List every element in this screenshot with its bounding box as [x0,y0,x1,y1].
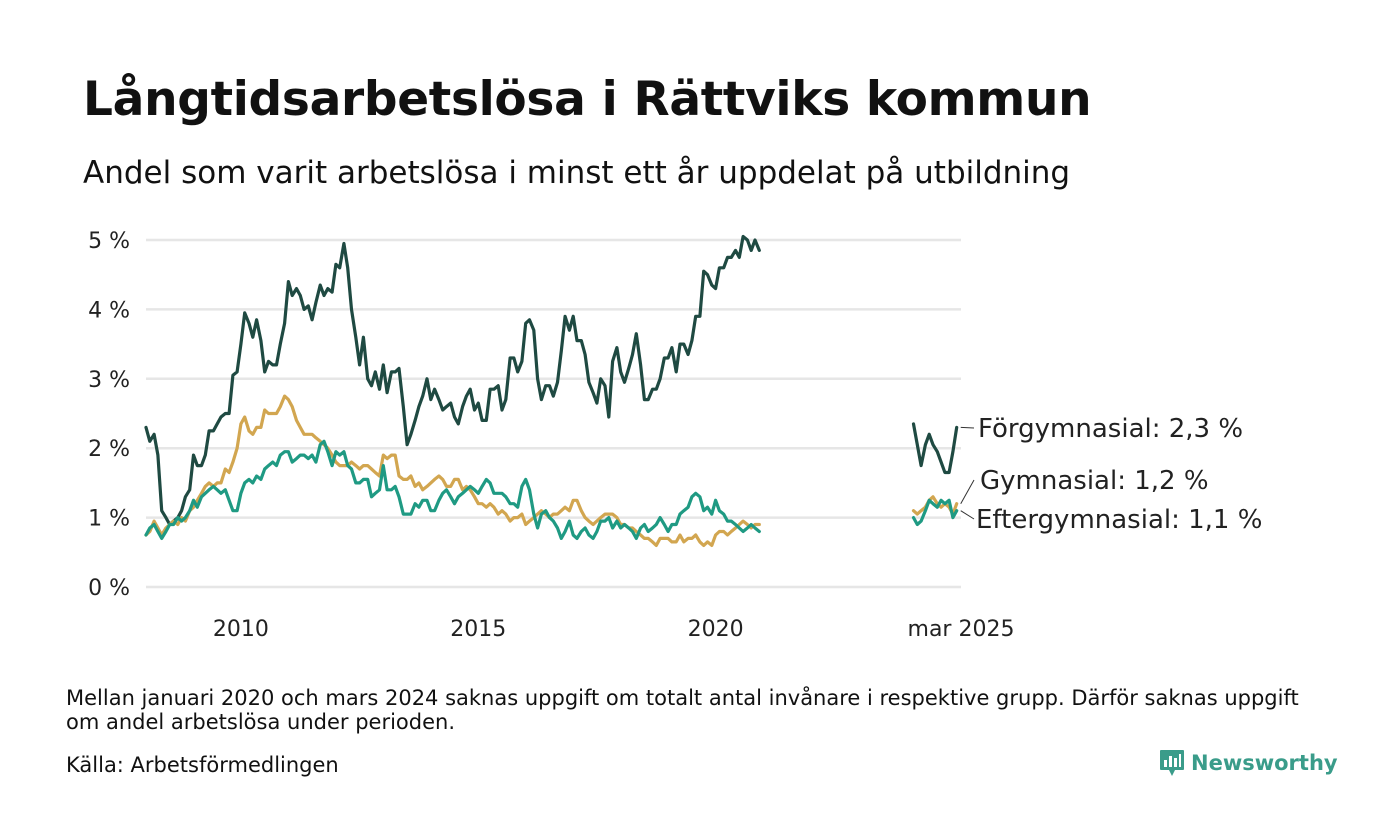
line-chart: 0 %1 %2 %3 %4 %5 % 2010 2015 2020 mar 2025 … [88,229,1262,642]
x-tick-label: 2010 [213,617,269,642]
series-line-segment [911,422,959,475]
end-label: Förgymnasial: 2,3 % [978,414,1243,444]
x-axis-ticks: 2010 2015 2020 mar 2025 [213,617,1015,642]
footnote: Mellan januari 2020 och mars 2024 saknas… [66,686,1299,734]
chart-title: Långtidsarbetslösa i Rättviks kommun [83,72,1092,127]
source-note: Källa: Arbetsförmedlingen [66,753,339,777]
y-tick-label: 5 % [88,229,130,254]
y-tick-label: 1 % [88,507,130,532]
y-tick-label: 4 % [88,298,130,323]
series-eftergymnasial [144,439,959,540]
series-line-segment [144,394,761,547]
label-leader-line [960,510,975,520]
series-förgymnasial [144,234,959,527]
label-leader-line [960,426,975,429]
newsworthy-logo-icon [1160,750,1184,776]
label-leader-line [960,479,975,504]
end-labels: Förgymnasial: 2,3 % Gymnasial: 1,2 % Efter… [960,414,1262,535]
series-gymnasial [144,394,959,547]
chart-subtitle: Andel som varit arbetslösa i minst ett å… [83,155,1071,191]
y-tick-label: 3 % [88,368,130,393]
gridlines [146,238,961,589]
x-tick-label: 2020 [688,617,744,642]
end-label: Eftergymnasial: 1,1 % [976,505,1262,535]
y-tick-label: 0 % [88,576,130,601]
series-line-segment [144,439,761,540]
x-tick-label: mar 2025 [908,617,1015,642]
series-line-segment [911,498,959,527]
newsworthy-logo-text: Newsworthy [1191,751,1338,775]
y-tick-label: 2 % [88,437,130,462]
series-line-segment [144,234,761,527]
y-axis-ticks: 0 % 1 % 2 % 3 % 4 % 5 % [88,229,130,601]
end-label: Gymnasial: 1,2 % [980,466,1209,496]
series-lines [144,234,959,547]
newsworthy-logo[interactable]: Newsworthy [1159,748,1338,778]
x-tick-label: 2015 [450,617,506,642]
